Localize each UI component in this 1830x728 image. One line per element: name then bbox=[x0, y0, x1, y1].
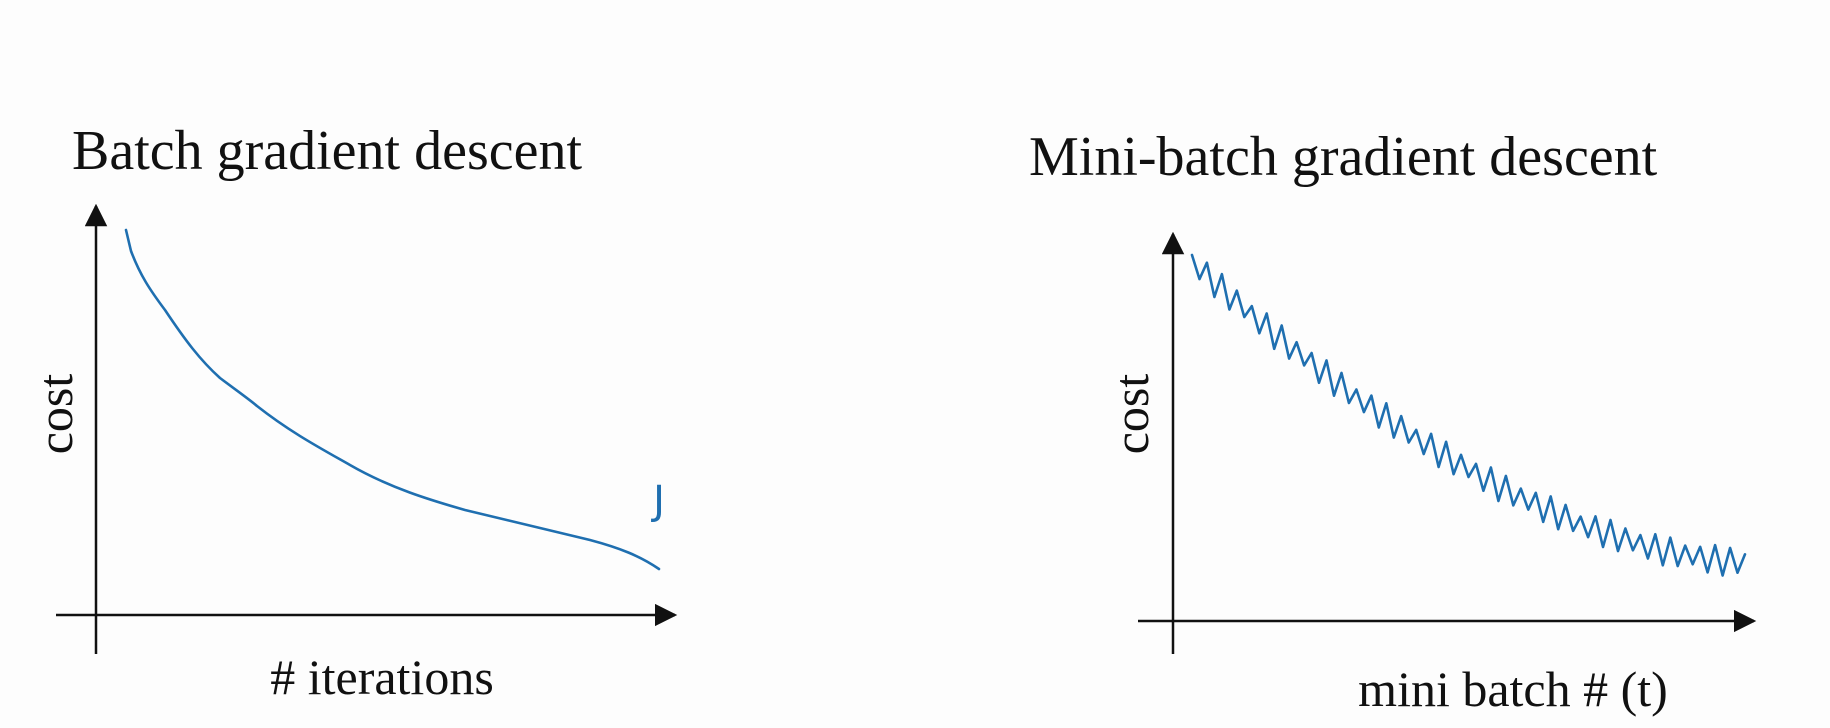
noisy-cost-curve bbox=[1190, 253, 1747, 577]
y-axis-label: cost bbox=[1103, 374, 1159, 455]
batch-panel: Batch gradient descent cost # iterations… bbox=[27, 120, 678, 705]
minibatch-panel: Mini-batch gradient descent cost mini ba… bbox=[1029, 126, 1757, 717]
panel-title: Mini-batch gradient descent bbox=[1029, 126, 1658, 188]
y-axis-label: cost bbox=[27, 374, 83, 455]
x-axis-label: # iterations bbox=[270, 649, 494, 705]
annotation: J bbox=[650, 478, 665, 524]
x-axis-label: mini batch # (t) bbox=[1358, 661, 1668, 717]
cost-curve bbox=[124, 228, 661, 571]
panel-title: Batch gradient descent bbox=[72, 120, 582, 182]
